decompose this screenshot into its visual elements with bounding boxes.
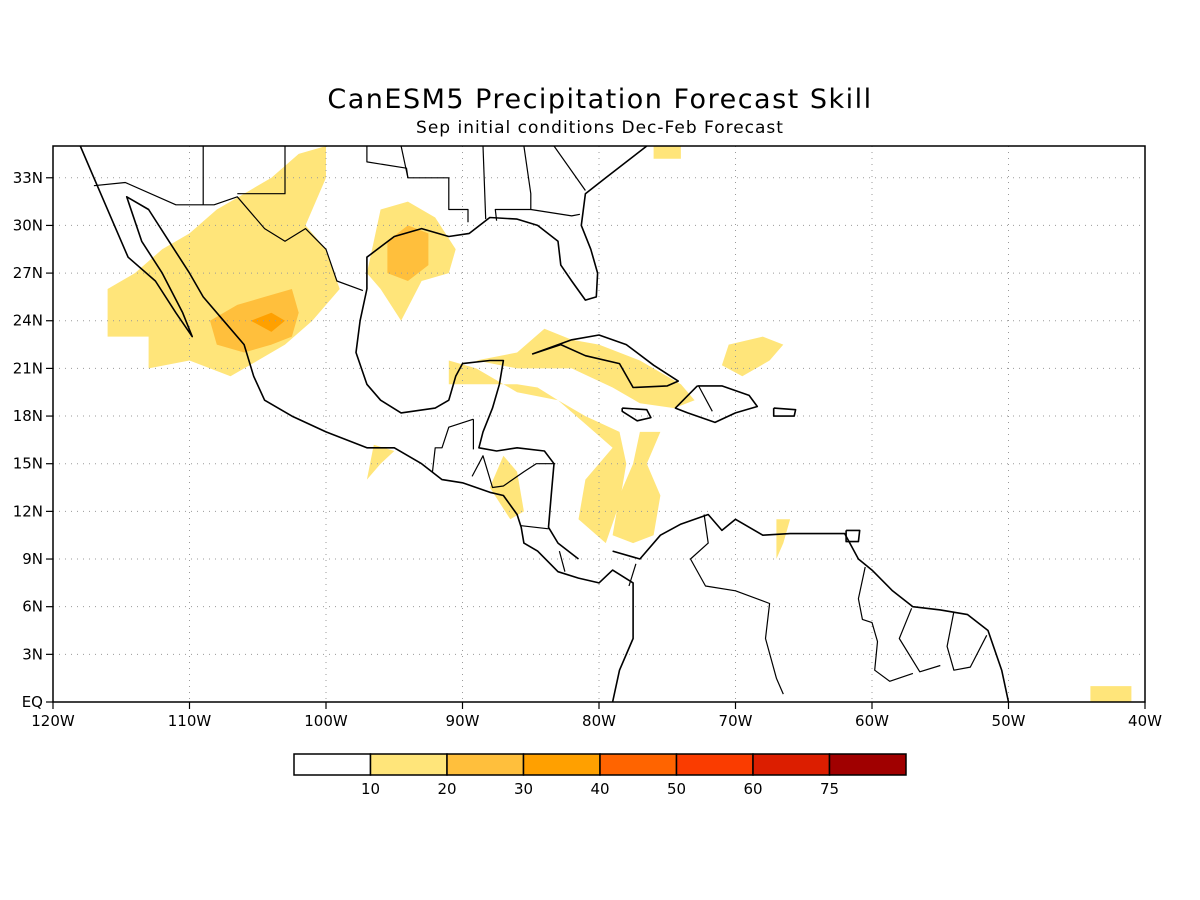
x-tick-label: 80W [582, 712, 616, 730]
border-15 [482, 146, 487, 220]
legend-swatch [599, 753, 678, 776]
x-tick-label: 100W [304, 712, 348, 730]
legend-swatch [522, 753, 601, 776]
border-16 [494, 146, 532, 221]
border-11 [946, 611, 988, 671]
y-tick-label: 18N [13, 407, 43, 425]
grid-lines [53, 146, 1145, 702]
border-3 [471, 455, 556, 489]
skill-region-6 [366, 444, 395, 480]
skill-region-5 [489, 455, 524, 520]
border-4 [521, 525, 549, 530]
legend-swatch [369, 753, 448, 776]
x-tick-label: 110W [168, 712, 212, 730]
border-9 [857, 566, 914, 682]
map-subtitle: Sep initial conditions Dec-Feb Forecast [416, 118, 784, 138]
y-tick-label: 33N [13, 169, 43, 187]
y-axis-ticks: EQ 3N 6N 9N 12N 15N 18N 21N 24N 27N 30N 33N [13, 169, 53, 711]
border-1 [431, 418, 474, 472]
skill-region-3 [476, 328, 695, 409]
y-tick-label: 27N [13, 264, 43, 282]
y-tick-label: 12N [13, 502, 43, 520]
skill-region-10 [653, 146, 681, 159]
y-tick-label: 6N [22, 598, 43, 616]
coastline-1 [612, 513, 1010, 702]
x-tick-label: 90W [446, 712, 480, 730]
x-axis-ticks: 120W 110W 100W 90W 80W 70W 60W 50W 40W [31, 702, 1162, 730]
border-6 [628, 563, 637, 587]
skill-region-8 [776, 519, 791, 559]
y-tick-label: 21N [13, 359, 43, 377]
coastline-5 [674, 385, 759, 424]
y-tick-label: 15N [13, 455, 43, 473]
coastline-4 [531, 334, 680, 389]
skill-region-2 [448, 360, 627, 544]
legend-swatch [828, 753, 907, 776]
y-tick-label: 30N [13, 216, 43, 234]
legend-swatch [752, 753, 831, 776]
x-tick-label: 120W [31, 712, 75, 730]
map-title: CanESM5 Precipitation Forecast Skill [327, 84, 873, 115]
x-tick-label: 70W [719, 712, 753, 730]
coastline-6 [621, 407, 652, 422]
color-legend: 10 20 30 40 50 60 75 [293, 753, 907, 798]
skill-shading [107, 146, 1132, 702]
coastline-3 [366, 146, 648, 301]
skill-region-13 [250, 312, 285, 332]
legend-label: 75 [820, 780, 839, 798]
legend-label: 60 [743, 780, 762, 798]
x-tick-label: 50W [992, 712, 1026, 730]
coastline-7 [772, 407, 797, 417]
coastline-8 [845, 529, 861, 543]
skill-region-12 [387, 225, 429, 281]
x-tick-label: 40W [1128, 712, 1162, 730]
coastlines [79, 146, 1010, 702]
border-0 [93, 181, 364, 292]
legend-label: 40 [590, 780, 609, 798]
x-tick-label: 60W [855, 712, 889, 730]
border-8 [698, 385, 713, 412]
legend-label: 10 [361, 780, 380, 798]
coastline-2 [355, 288, 579, 560]
legend-swatch [293, 753, 372, 776]
skill-region-4 [612, 431, 661, 544]
y-tick-label: 24N [13, 312, 43, 330]
border-5 [558, 550, 566, 572]
border-7 [689, 514, 784, 695]
coastline-0 [79, 146, 634, 702]
political-borders [93, 146, 988, 695]
border-10 [898, 608, 941, 673]
y-tick-label: EQ [22, 693, 43, 711]
border-13 [237, 146, 286, 195]
y-tick-label: 3N [22, 645, 43, 663]
skill-region-9 [1090, 686, 1132, 702]
legend-swatch [675, 753, 754, 776]
y-tick-label: 9N [22, 550, 43, 568]
border-18 [553, 146, 586, 191]
legend-label: 20 [437, 780, 456, 798]
skill-region-7 [721, 336, 784, 377]
border-17 [530, 208, 581, 217]
legend-label: 50 [667, 780, 686, 798]
legend-swatch [446, 753, 525, 776]
legend-label: 30 [514, 780, 533, 798]
border-19 [366, 146, 409, 178]
